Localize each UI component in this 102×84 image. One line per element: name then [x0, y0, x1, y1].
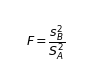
Text: $\mathit{F} = \dfrac{\mathit{s}_{B}^{2}}{\mathit{S}_{A}^{2}}$: $\mathit{F} = \dfrac{\mathit{s}_{B}^{2}}… [26, 23, 66, 62]
